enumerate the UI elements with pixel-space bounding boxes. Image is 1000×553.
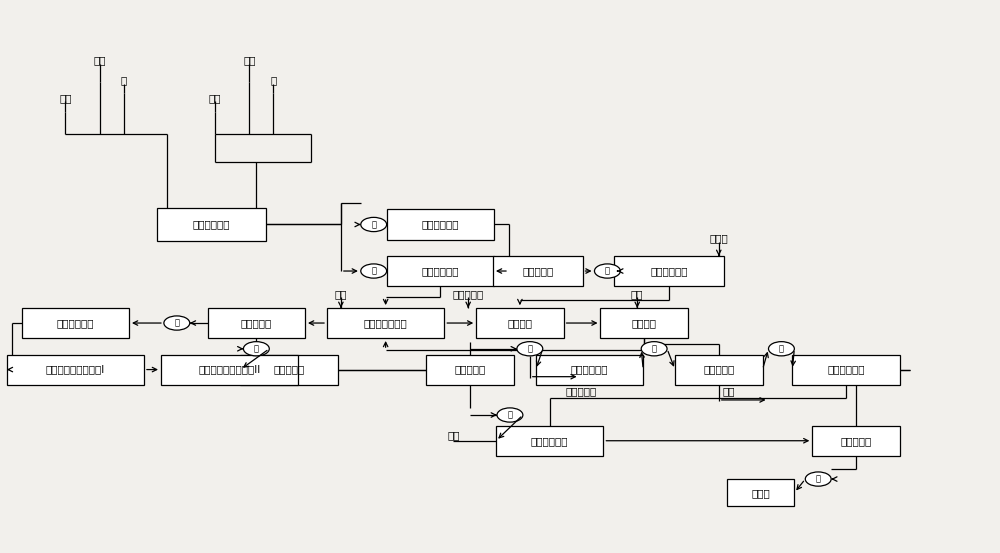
Text: 柑橘: 柑橘 (59, 93, 72, 103)
FancyBboxPatch shape (426, 354, 514, 385)
Text: 罐头加工设备: 罐头加工设备 (193, 220, 230, 229)
Text: 二级分离装置: 二级分离装置 (571, 364, 608, 374)
Text: 纯水: 纯水 (243, 55, 256, 65)
FancyBboxPatch shape (7, 354, 144, 385)
FancyBboxPatch shape (476, 308, 564, 338)
Text: 一级分离装置: 一级分离装置 (57, 318, 94, 328)
FancyBboxPatch shape (614, 256, 724, 286)
Text: 纯水: 纯水 (94, 55, 106, 65)
Text: 碱: 碱 (270, 76, 276, 86)
Circle shape (361, 264, 387, 278)
Text: 二级提取池: 二级提取池 (703, 364, 734, 374)
Text: 萃取液回收装置: 萃取液回收装置 (364, 318, 408, 328)
Text: 泵: 泵 (527, 345, 532, 353)
FancyBboxPatch shape (727, 479, 794, 507)
Text: 泵: 泵 (507, 410, 512, 420)
Text: 泵: 泵 (371, 220, 376, 229)
Circle shape (769, 342, 794, 356)
Text: 除盐、除重金属装置II: 除盐、除重金属装置II (198, 364, 261, 374)
FancyBboxPatch shape (387, 256, 494, 286)
FancyBboxPatch shape (675, 354, 763, 385)
FancyBboxPatch shape (22, 308, 129, 338)
Text: 蒸馏水: 蒸馏水 (709, 233, 728, 243)
Text: 泵: 泵 (174, 319, 179, 327)
Circle shape (361, 217, 387, 232)
FancyBboxPatch shape (208, 308, 305, 338)
Text: 柑橘: 柑橘 (208, 93, 221, 103)
FancyBboxPatch shape (493, 256, 583, 286)
Text: 酒精: 酒精 (631, 289, 643, 299)
Text: 高分子果胶: 高分子果胶 (453, 289, 484, 299)
Text: 泵: 泵 (371, 267, 376, 275)
FancyBboxPatch shape (600, 308, 688, 338)
Text: 泵: 泵 (816, 474, 821, 483)
Text: 多级过滤装置: 多级过滤装置 (422, 266, 459, 276)
Circle shape (805, 472, 831, 486)
Text: 萃取装置: 萃取装置 (632, 318, 657, 328)
Text: 低温浓缩装置: 低温浓缩装置 (650, 266, 688, 276)
FancyBboxPatch shape (387, 210, 494, 239)
Text: 低分子果胶: 低分子果胶 (566, 387, 597, 397)
Text: 压榨装置: 压榨装置 (507, 318, 532, 328)
Text: 酸: 酸 (121, 76, 127, 86)
Text: 纯水: 纯水 (447, 430, 460, 440)
FancyBboxPatch shape (812, 426, 900, 456)
Text: 三级提取池: 三级提取池 (840, 436, 872, 446)
Text: 泵: 泵 (779, 345, 784, 353)
Circle shape (243, 342, 269, 356)
FancyBboxPatch shape (157, 208, 266, 241)
Text: 四级分离装置: 四级分离装置 (531, 436, 568, 446)
Text: 提取原料池: 提取原料池 (241, 318, 272, 328)
FancyBboxPatch shape (792, 354, 900, 385)
FancyBboxPatch shape (496, 426, 603, 456)
Circle shape (641, 342, 667, 356)
Text: 泵: 泵 (652, 345, 657, 353)
Circle shape (497, 408, 523, 422)
Text: 多酚: 多酚 (722, 387, 735, 397)
FancyBboxPatch shape (161, 354, 298, 385)
FancyBboxPatch shape (240, 354, 338, 385)
Circle shape (164, 316, 190, 330)
Text: 多级过滤装置: 多级过滤装置 (422, 220, 459, 229)
Text: 三级分离装置: 三级分离装置 (827, 364, 865, 374)
Text: 单糖类: 单糖类 (751, 488, 770, 498)
Text: 除盐、除重金属装置I: 除盐、除重金属装置I (46, 364, 105, 374)
Circle shape (594, 264, 620, 278)
Text: 泵: 泵 (605, 267, 610, 275)
FancyBboxPatch shape (536, 354, 643, 385)
FancyBboxPatch shape (327, 308, 444, 338)
Text: 酒精: 酒精 (335, 289, 347, 299)
Text: 中和调节池: 中和调节池 (274, 364, 305, 374)
Text: 一级提取池: 一级提取池 (455, 364, 486, 374)
Text: 中和调节池: 中和调节池 (522, 266, 553, 276)
Circle shape (517, 342, 543, 356)
Text: 泵: 泵 (254, 345, 259, 353)
